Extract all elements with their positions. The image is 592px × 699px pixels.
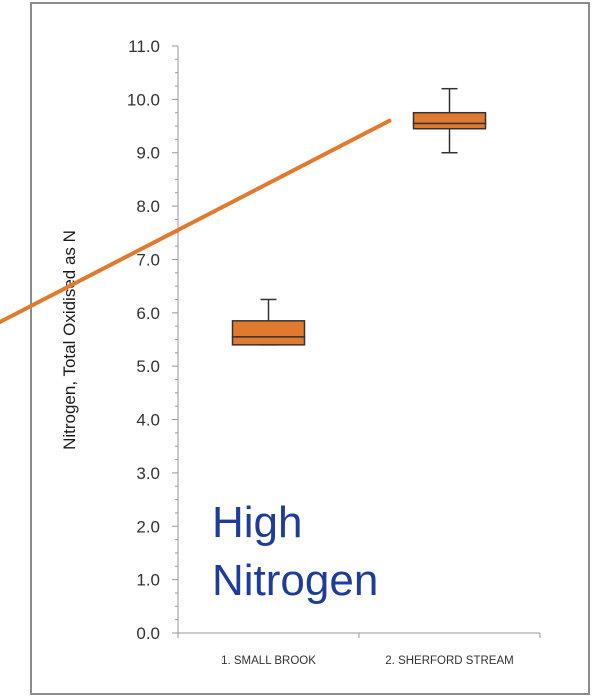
x-tick-label: 2. SHERFORD STREAM [385,655,513,667]
box-plot-1 [231,298,306,346]
box-plots [231,87,487,346]
annotation-line-2: Nitrogen [212,556,378,605]
y-tick-label: 5.0 [136,357,160,376]
y-tick-label: 0.0 [136,624,160,643]
lower-box [231,336,306,346]
y-tick-label: 8.0 [136,197,160,216]
upper-box [412,111,487,125]
callout-line-stroke [0,118,392,324]
y-tick-label: 7.0 [136,250,160,269]
y-tick-label: 1.0 [136,571,160,590]
chart-frame [30,2,590,695]
y-tick-label: 9.0 [136,144,160,163]
y-tick-label: 4.0 [136,411,160,430]
y-tick-label: 6.0 [136,304,160,323]
y-tick-label: 11.0 [128,37,160,56]
annotation-line-1: High [212,498,303,547]
upper-box [231,320,306,338]
callout-line [0,118,392,324]
x-tick-label: 1. SMALL BROOK [221,655,316,667]
axes: 0.0 1.0 2.0 3.0 4.0 5.0 6.0 7.0 8.0 9.0 10.0 11.0 1.… [127,37,541,667]
annotation: High Nitrogen [212,498,378,605]
y-axis-label: Nitrogen, Total Oxidised as N [60,230,79,450]
y-tick-label: 10.0 [127,90,160,109]
y-tick-label: 2.0 [136,517,160,536]
box-plot-2 [412,87,487,154]
y-tick-label: 3.0 [136,464,160,483]
lower-box [412,122,487,130]
